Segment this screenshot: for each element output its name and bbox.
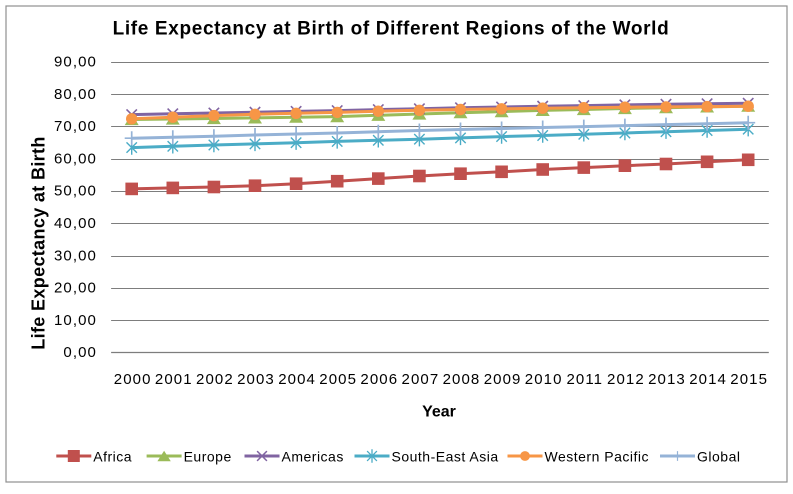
- svg-text:60,00: 60,00: [54, 150, 97, 167]
- svg-text:Global: Global: [697, 448, 740, 464]
- svg-text:2006: 2006: [360, 371, 398, 388]
- svg-text:Western Pacific: Western Pacific: [545, 448, 650, 464]
- svg-text:30,00: 30,00: [54, 247, 97, 264]
- svg-text:Africa: Africa: [93, 448, 132, 464]
- svg-text:2003: 2003: [237, 371, 275, 388]
- svg-text:20,00: 20,00: [54, 280, 97, 297]
- svg-text:10,00: 10,00: [54, 312, 97, 329]
- svg-text:2002: 2002: [196, 371, 234, 388]
- svg-text:0,00: 0,00: [63, 344, 97, 361]
- svg-text:Americas: Americas: [282, 448, 344, 464]
- svg-text:70,00: 70,00: [54, 118, 97, 135]
- svg-text:2010: 2010: [525, 371, 563, 388]
- svg-text:2000: 2000: [114, 371, 152, 388]
- svg-text:South-East Asia: South-East Asia: [392, 448, 499, 464]
- svg-text:2015: 2015: [730, 371, 768, 388]
- svg-text:2012: 2012: [607, 371, 645, 388]
- svg-text:40,00: 40,00: [54, 215, 97, 232]
- svg-text:Year: Year: [422, 404, 456, 421]
- svg-text:2009: 2009: [484, 371, 522, 388]
- svg-text:2001: 2001: [155, 371, 193, 388]
- svg-text:2004: 2004: [278, 371, 316, 388]
- svg-text:Life Expectancy at Birth: Life Expectancy at Birth: [29, 136, 49, 349]
- svg-text:50,00: 50,00: [54, 183, 97, 200]
- svg-text:2008: 2008: [443, 371, 481, 388]
- svg-text:2014: 2014: [689, 371, 727, 388]
- svg-text:Europe: Europe: [184, 448, 232, 464]
- svg-text:2013: 2013: [648, 371, 686, 388]
- svg-text:Life Expectancy at Birth of Di: Life Expectancy at Birth of Different Re…: [113, 18, 670, 39]
- svg-text:2011: 2011: [566, 371, 603, 388]
- svg-text:2005: 2005: [319, 371, 357, 388]
- svg-text:90,00: 90,00: [54, 54, 97, 71]
- svg-text:80,00: 80,00: [54, 86, 97, 103]
- svg-text:2007: 2007: [402, 371, 440, 388]
